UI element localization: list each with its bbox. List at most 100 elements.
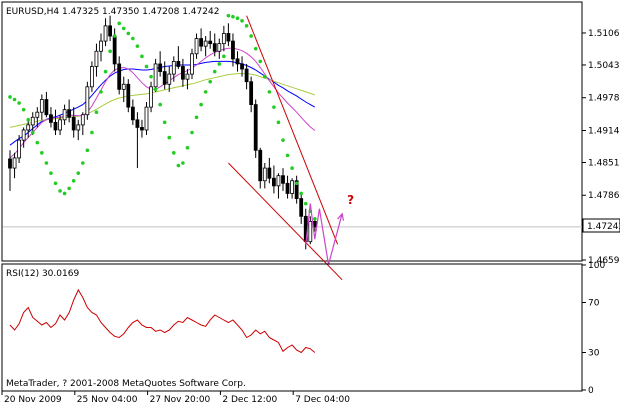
sar-dot: [176, 163, 181, 168]
rsi-tick-label: 70: [588, 299, 600, 309]
rsi-panel-title: RSI(12) 30.0169: [6, 269, 79, 279]
candle-body: [176, 61, 181, 67]
time-tick-label: 25 Nov 04:00: [77, 395, 138, 405]
sar-dot: [17, 101, 21, 105]
candle: [221, 25, 226, 52]
candle-body: [140, 127, 144, 131]
candle-body: [294, 180, 299, 199]
sar-dot: [26, 118, 31, 122]
sar-dot: [94, 110, 99, 114]
candle: [285, 175, 290, 199]
sar-dot: [62, 191, 67, 196]
sar-dot: [40, 151, 44, 155]
sar-dot: [172, 151, 176, 155]
candle: [267, 157, 272, 184]
candle-body: [135, 119, 140, 128]
candle-body: [112, 35, 117, 65]
candle: [180, 58, 185, 87]
trend-line-2: [228, 162, 343, 281]
sar-dot: [194, 115, 199, 120]
sar-dot: [158, 102, 162, 107]
sar-dot: [135, 44, 140, 48]
sar-dot: [240, 18, 244, 23]
sar-dot: [85, 148, 90, 153]
candle: [94, 43, 99, 77]
sar-dot: [249, 34, 253, 38]
sar-dot: [99, 90, 103, 94]
candle-body: [94, 50, 99, 67]
candle: [71, 107, 76, 138]
sar-dot: [285, 153, 290, 158]
candle: [290, 178, 295, 199]
candle: [244, 63, 249, 90]
rsi-tick-label: 100: [588, 261, 605, 271]
price-tick-label: 1.46590: [588, 256, 620, 266]
sar-dot: [131, 36, 135, 41]
candle: [190, 48, 194, 80]
sar-dot: [58, 189, 62, 193]
candle-body: [21, 129, 26, 141]
rsi-axis: 100 70 30 0: [582, 261, 605, 396]
candle-body: [281, 175, 285, 184]
candle: [171, 56, 176, 82]
candle: [140, 119, 144, 138]
price-axis: 1.51060 1.50430 1.49785 1.49140 1.48510 1.478…: [582, 29, 620, 266]
candle-body: [308, 220, 313, 243]
candle: [194, 33, 199, 59]
sar-dot: [144, 64, 149, 69]
sar-dot: [49, 171, 53, 175]
candle-body: [49, 114, 53, 123]
candle-body: [44, 99, 49, 116]
candle-body: [99, 40, 103, 52]
sar-dot: [212, 69, 217, 74]
candle-body: [90, 66, 94, 88]
sar-dot: [30, 130, 35, 135]
sar-dot: [235, 16, 240, 21]
candle: [144, 102, 149, 136]
sar-dot: [71, 178, 76, 183]
candle: [17, 135, 22, 163]
candle-body: [26, 124, 31, 131]
candle: [80, 112, 85, 136]
moving-average-line-3: [9, 47, 316, 159]
candle-body: [267, 167, 272, 179]
candle: [49, 107, 53, 128]
candle: [249, 76, 254, 113]
price-tick-label: 1.48510: [588, 158, 620, 168]
sar-dot: [290, 166, 294, 170]
price-panel-frame: [1, 1, 583, 262]
candle-body: [253, 104, 258, 151]
sar-dot: [313, 217, 317, 221]
candle: [117, 56, 122, 95]
candle: [67, 99, 72, 123]
candle: [62, 104, 67, 125]
candle-body: [58, 119, 62, 131]
candle: [8, 150, 12, 191]
candle: [35, 107, 40, 128]
candle: [281, 168, 285, 191]
candle: [85, 81, 90, 120]
price-tick-label: 1.51060: [588, 29, 620, 39]
candle: [108, 15, 112, 42]
candle-body: [108, 25, 112, 37]
candle: [231, 33, 235, 67]
candle-body: [199, 38, 204, 47]
candle: [262, 162, 267, 189]
candle-body: [144, 106, 149, 131]
candle-body: [171, 61, 176, 75]
copyright-text: MetaTrader, ? 2001-2008 MetaQuotes Softw…: [6, 379, 246, 389]
candle-body: [8, 158, 12, 169]
sar-dot: [267, 90, 272, 94]
candle: [44, 91, 49, 118]
current-price-box: [582, 218, 620, 233]
candle: [185, 69, 190, 90]
sar-dot: [8, 95, 12, 99]
projection-path: [305, 203, 343, 265]
candle-body: [149, 86, 153, 108]
candle-body: [76, 124, 81, 131]
candle: [226, 23, 231, 47]
candle-body: [126, 83, 131, 108]
price-tick-label: 1.49785: [588, 94, 620, 104]
candle-body: [194, 38, 199, 55]
